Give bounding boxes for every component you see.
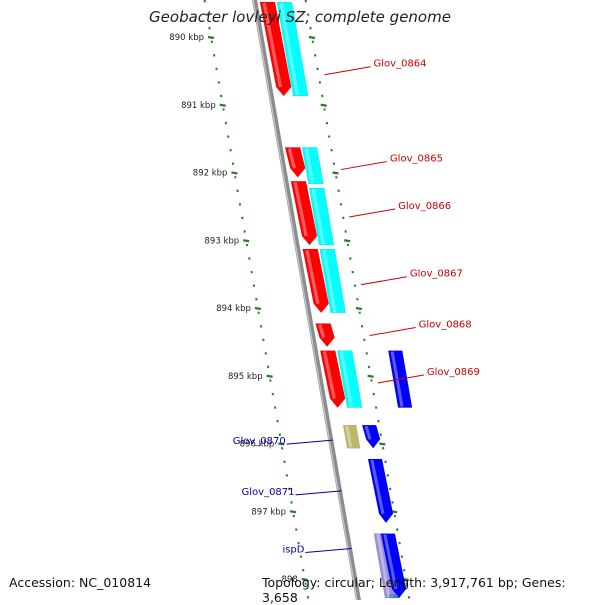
major-tick — [321, 105, 327, 106]
major-tick — [255, 308, 261, 309]
gene-label: Glov_0867 — [410, 269, 463, 280]
major-tick — [379, 444, 385, 445]
gene-feature — [316, 324, 335, 347]
major-tick — [208, 37, 214, 38]
tick-label: 895 kbp — [228, 372, 263, 382]
gene-label: Glov_0865 — [390, 154, 443, 165]
gene-label: Glov_0870 — [233, 436, 286, 447]
tick-label: 894 kbp — [216, 304, 251, 314]
gene-feature — [285, 147, 305, 177]
gene-feature — [368, 459, 393, 523]
accession-text: Accession: NC_010814 — [9, 575, 151, 590]
label-leader — [305, 549, 351, 553]
tick-label: 891 kbp — [181, 101, 216, 111]
label-leader — [287, 440, 333, 444]
gene-label: Glov_0868 — [419, 320, 472, 331]
gene-label: Glov_0864 — [374, 59, 427, 70]
gene-label: Glov_0871 — [242, 487, 295, 498]
gene-label: Glov_0869 — [427, 367, 480, 378]
tick-label: 890 kbp — [169, 33, 204, 43]
gene-label: ispD — [282, 545, 304, 556]
major-tick — [243, 240, 249, 241]
label-leader — [296, 491, 342, 495]
label-leader — [349, 209, 395, 217]
label-leader — [325, 67, 371, 75]
major-tick — [332, 173, 338, 174]
major-tick — [220, 105, 226, 106]
major-tick — [356, 308, 362, 309]
tick-label: 893 kbp — [205, 236, 240, 246]
major-tick — [344, 240, 350, 241]
tick-label: 897 kbp — [251, 507, 286, 517]
gene-label: Glov_0866 — [398, 201, 451, 212]
gene-feature — [362, 425, 380, 448]
label-leader — [370, 328, 416, 336]
major-tick — [290, 511, 296, 512]
major-tick — [231, 173, 237, 174]
label-leader — [361, 277, 407, 285]
map-title: Geobacter lovleyi SZ, complete genome — [0, 8, 600, 26]
major-tick — [368, 376, 374, 377]
label-leader — [341, 162, 387, 170]
major-tick — [309, 37, 315, 38]
tick-label: 892 kbp — [193, 169, 228, 179]
major-tick — [267, 376, 273, 377]
genome-summary-text: Topology: circular; Length: 3,917,761 bp… — [262, 575, 600, 605]
